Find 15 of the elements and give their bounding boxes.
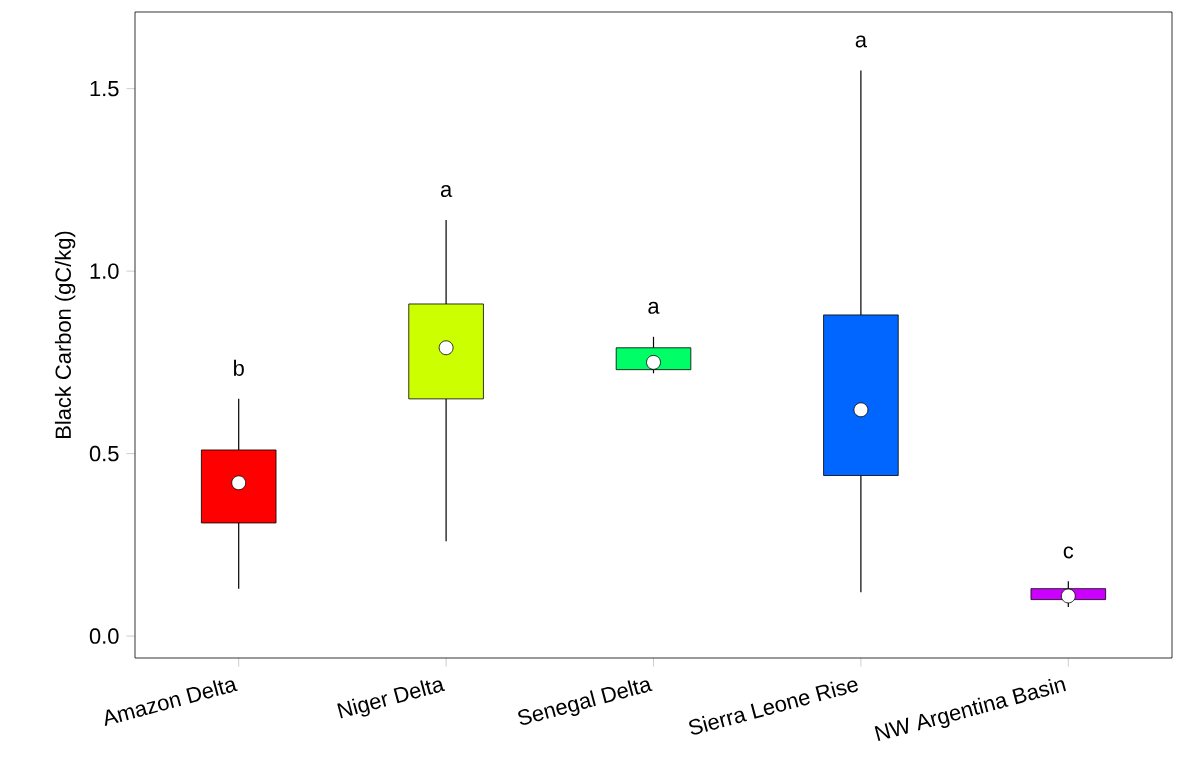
x-tick-label: Amazon Delta: [104, 680, 238, 727]
y-axis-title: Black Carbon (gC/kg): [54, 231, 76, 438]
y-tick-label: 0.5: [89, 445, 119, 462]
y-tick-label: 0.0: [89, 628, 119, 644]
annotation: b: [234, 359, 244, 376]
annotation: c: [1063, 546, 1074, 559]
x-tick-label: Senegal Delta: [518, 680, 653, 725]
x-tick-label: Sierra Leone Rise: [689, 680, 859, 735]
x-tick-label: NW Argentina Basin: [874, 678, 1066, 742]
annotation: a: [648, 301, 660, 314]
x-tick-label: Niger Delta: [337, 680, 446, 719]
y-tick-label: 1.0: [90, 263, 119, 279]
y-tick-label: 1.5: [90, 81, 119, 97]
annotation: a: [855, 35, 867, 48]
annotation: a: [440, 185, 453, 198]
